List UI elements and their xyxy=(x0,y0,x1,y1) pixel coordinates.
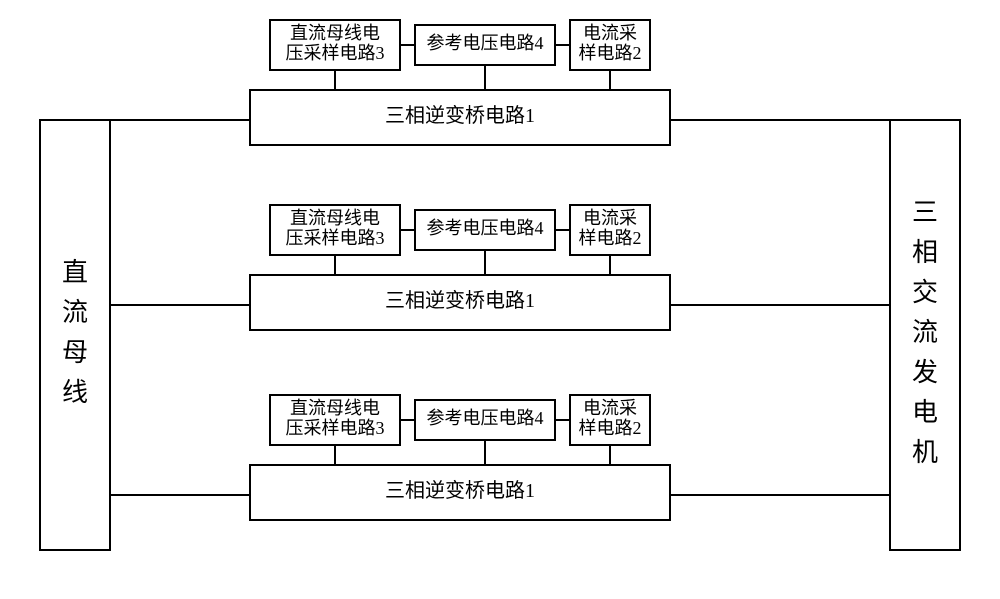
dc-voltage-sample-label: 压采样电路3 xyxy=(286,43,385,63)
inverter-bridge-label: 三相逆变桥电路1 xyxy=(385,479,535,502)
block-diagram: 直流母线三相交流发电机直流母线电压采样电路3参考电压电路4电流采样电路2三相逆变… xyxy=(0,0,1000,599)
current-sample-label: 样电路2 xyxy=(579,228,642,248)
ac-generator-label-char: 流 xyxy=(912,318,938,347)
dc-bus-label-char: 流 xyxy=(62,298,88,327)
dc-voltage-sample-label: 直流母线电 xyxy=(290,23,380,43)
dc-bus-label-char: 直 xyxy=(62,258,88,287)
inverter-bridge-label: 三相逆变桥电路1 xyxy=(385,104,535,127)
current-sample-label: 样电路2 xyxy=(579,43,642,63)
dc-bus-block xyxy=(40,120,110,550)
current-sample-label: 样电路2 xyxy=(579,418,642,438)
ref-voltage-label: 参考电压电路4 xyxy=(427,408,544,428)
ac-generator-label-char: 相 xyxy=(912,238,938,267)
dc-voltage-sample-label: 直流母线电 xyxy=(290,398,380,418)
ref-voltage-label: 参考电压电路4 xyxy=(427,33,544,53)
dc-voltage-sample-label: 压采样电路3 xyxy=(286,228,385,248)
inverter-bridge-label: 三相逆变桥电路1 xyxy=(385,289,535,312)
current-sample-label: 电流采 xyxy=(583,208,637,228)
current-sample-label: 电流采 xyxy=(583,23,637,43)
ac-generator-label-char: 发 xyxy=(912,358,938,387)
ac-generator-label-char: 机 xyxy=(912,438,938,467)
dc-voltage-sample-label: 压采样电路3 xyxy=(286,418,385,438)
current-sample-label: 电流采 xyxy=(583,398,637,418)
ref-voltage-label: 参考电压电路4 xyxy=(427,218,544,238)
dc-voltage-sample-label: 直流母线电 xyxy=(290,208,380,228)
ac-generator-label-char: 交 xyxy=(912,278,938,307)
ac-generator-label-char: 三 xyxy=(912,198,938,227)
dc-bus-label-char: 线 xyxy=(62,378,88,407)
dc-bus-label-char: 母 xyxy=(62,338,88,367)
ac-generator-label-char: 电 xyxy=(912,398,938,427)
